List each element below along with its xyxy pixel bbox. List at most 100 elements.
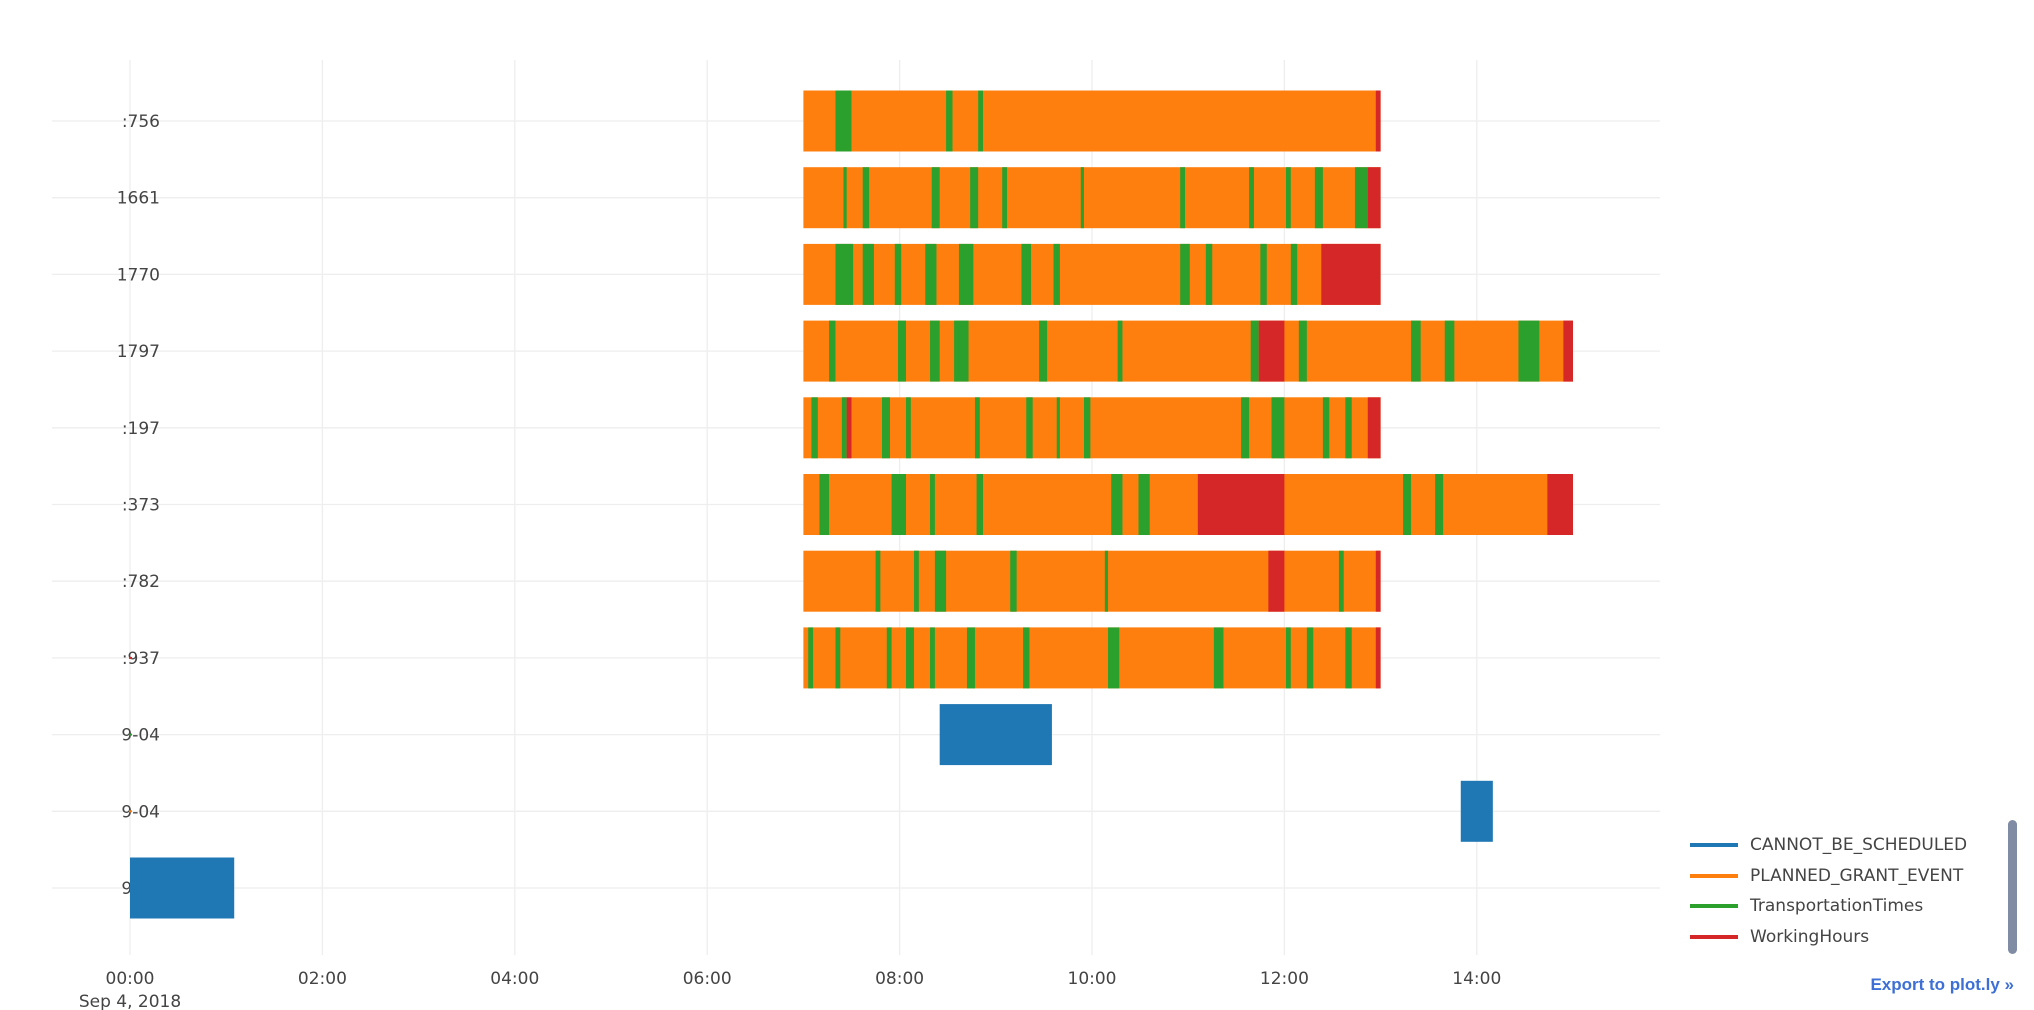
bar-transportationtimes xyxy=(970,167,979,229)
marker-transportationtimes xyxy=(129,733,132,736)
bar-planned-grant-event xyxy=(803,397,1381,459)
bar-transportationtimes xyxy=(1322,397,1330,459)
bar-transportationtimes xyxy=(808,627,814,689)
bar-transportationtimes xyxy=(1354,167,1368,229)
y-tick-label: 9-04 xyxy=(121,726,160,746)
bar-transportationtimes xyxy=(1083,397,1091,459)
bar-transportationtimes xyxy=(891,474,907,535)
bar-transportationtimes xyxy=(1213,627,1224,689)
bar-transportationtimes xyxy=(930,627,935,689)
legend-label: CANNOT_BE_SCHEDULED xyxy=(1750,835,1968,856)
bar-transportationtimes xyxy=(1290,243,1298,305)
bar-transportationtimes xyxy=(811,397,818,459)
bar-transportationtimes xyxy=(1345,397,1352,459)
bar-transportationtimes xyxy=(843,167,847,229)
bar-workinghours xyxy=(1563,320,1573,382)
bar-transportationtimes xyxy=(1286,167,1291,229)
legend-item-planned-grant-event[interactable]: PLANNED_GRANT_EVENT xyxy=(1690,861,1967,892)
legend-label: TransportationTimes xyxy=(1750,896,1924,917)
bar-workinghours xyxy=(1375,627,1381,689)
legend-label: PLANNED_GRANT_EVENT xyxy=(1750,865,1964,886)
export-link[interactable]: Export to plot.ly » xyxy=(1870,975,2014,994)
legend-item-working-hours[interactable]: WorkingHours xyxy=(1690,922,1967,953)
y-tick-label: :782 xyxy=(122,572,160,592)
bar-transportationtimes xyxy=(930,320,940,382)
bar-transportationtimes xyxy=(934,550,947,612)
legend-scrollbar[interactable] xyxy=(2008,820,2017,954)
bar-workinghours xyxy=(1258,320,1285,382)
bar-transportationtimes xyxy=(1518,320,1540,382)
bar-cannot-be-scheduled xyxy=(130,857,235,919)
legend-swatch xyxy=(1690,934,1738,939)
bar-cannot-be-scheduled xyxy=(939,704,1052,766)
bar-transportationtimes xyxy=(1444,320,1455,382)
bar-transportationtimes xyxy=(1053,243,1060,305)
bar-transportationtimes xyxy=(925,243,937,305)
bar-transportationtimes xyxy=(958,243,974,305)
bar-transportationtimes xyxy=(1104,550,1109,612)
bar-transportationtimes xyxy=(835,243,854,305)
bar-planned-grant-event xyxy=(803,90,1381,152)
bar-transportationtimes xyxy=(1411,320,1421,382)
bar-transportationtimes xyxy=(914,550,919,612)
marker-cannot-be-scheduled xyxy=(129,887,132,889)
x-tick-label: 06:00 xyxy=(683,969,732,989)
bar-transportationtimes xyxy=(1026,397,1033,459)
bar-transportationtimes xyxy=(1338,550,1344,612)
x-tick-label: 04:00 xyxy=(490,969,539,989)
bar-workinghours xyxy=(1375,550,1381,612)
legend-item-cannot-be-scheduled[interactable]: CANNOT_BE_SCHEDULED xyxy=(1690,830,1967,861)
y-tick-label: 1661 xyxy=(117,189,160,209)
x-tick-label: 08:00 xyxy=(875,969,924,989)
bar-transportationtimes xyxy=(978,90,983,152)
bar-transportationtimes xyxy=(1260,243,1267,305)
bar-transportationtimes xyxy=(1271,397,1285,459)
y-tick-label: 9-04 xyxy=(121,802,160,822)
bar-transportationtimes xyxy=(835,627,841,689)
x-tick-label: 02:00 xyxy=(298,969,347,989)
bar-transportationtimes xyxy=(1180,167,1185,229)
x-tick-label: 12:00 xyxy=(1260,969,1309,989)
bar-transportationtimes xyxy=(906,627,915,689)
bar-transportationtimes xyxy=(897,320,907,382)
bar-workinghours xyxy=(1321,243,1381,305)
bar-transportationtimes xyxy=(835,90,852,152)
bar-workinghours xyxy=(1197,474,1285,535)
bar-transportationtimes xyxy=(1138,474,1150,535)
bar-transportationtimes xyxy=(1249,167,1254,229)
bar-transportationtimes xyxy=(862,243,874,305)
legend-item-transportation-times[interactable]: TransportationTimes xyxy=(1690,891,1967,922)
bar-transportationtimes xyxy=(841,397,847,459)
bar-transportationtimes xyxy=(954,320,969,382)
y-tick-label: :373 xyxy=(122,496,160,516)
bar-transportationtimes xyxy=(930,474,935,535)
bar-transportationtimes xyxy=(1345,627,1352,689)
x-tick-label: 14:00 xyxy=(1452,969,1501,989)
y-tick-label: :756 xyxy=(122,112,160,132)
bar-workinghours xyxy=(846,397,852,459)
x-date-label: Sep 4, 2018 xyxy=(79,992,181,1010)
bar-transportationtimes xyxy=(1403,474,1412,535)
bar-workinghours xyxy=(1547,474,1573,535)
bar-transportationtimes xyxy=(1286,627,1291,689)
bar-transportationtimes xyxy=(829,320,836,382)
bar-planned-grant-event xyxy=(803,550,1381,612)
bar-workinghours xyxy=(1367,397,1381,459)
legend: CANNOT_BE_SCHEDULED PLANNED_GRANT_EVENT … xyxy=(1690,830,1967,952)
bar-transportationtimes xyxy=(966,627,975,689)
bar-transportationtimes xyxy=(1250,320,1259,382)
bar-cannot-be-scheduled xyxy=(1460,780,1493,842)
bar-workinghours xyxy=(1367,167,1381,229)
legend-swatch xyxy=(1690,873,1738,878)
bar-transportationtimes xyxy=(819,474,830,535)
y-tick-label: :197 xyxy=(122,419,160,439)
legend-swatch xyxy=(1690,843,1738,848)
x-tick-label: 10:00 xyxy=(1068,969,1117,989)
bar-transportationtimes xyxy=(906,397,911,459)
bar-transportationtimes xyxy=(1205,243,1213,305)
bar-transportationtimes xyxy=(886,627,892,689)
bar-workinghours xyxy=(1375,90,1381,152)
bar-transportationtimes xyxy=(1056,397,1060,459)
bar-transportationtimes xyxy=(1002,167,1008,229)
